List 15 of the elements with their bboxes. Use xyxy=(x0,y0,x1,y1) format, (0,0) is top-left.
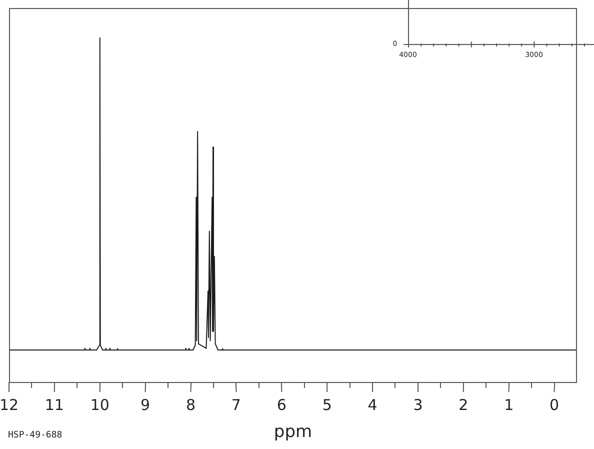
text: HSP-49-688 xyxy=(8,430,62,440)
x-tick-label: 10 xyxy=(90,396,110,414)
x-tick-label: 11 xyxy=(44,396,64,414)
x-tick-label: 1 xyxy=(504,396,514,414)
x-tick-label: 7 xyxy=(231,396,241,414)
x-axis-title: ppm xyxy=(274,422,312,442)
x-tick-label: 4 xyxy=(368,396,378,414)
x-tick-label: 6 xyxy=(276,396,286,414)
x-tick-label: 3 xyxy=(413,396,423,414)
x-tick-label: 9 xyxy=(140,396,150,414)
x-tick-label: 0 xyxy=(550,396,560,414)
x-tick-label: 2 xyxy=(458,396,468,414)
x-tick-label: 12 xyxy=(0,396,19,414)
x-tick-label: 8 xyxy=(186,396,196,414)
x-tick-label: 5 xyxy=(322,396,332,414)
